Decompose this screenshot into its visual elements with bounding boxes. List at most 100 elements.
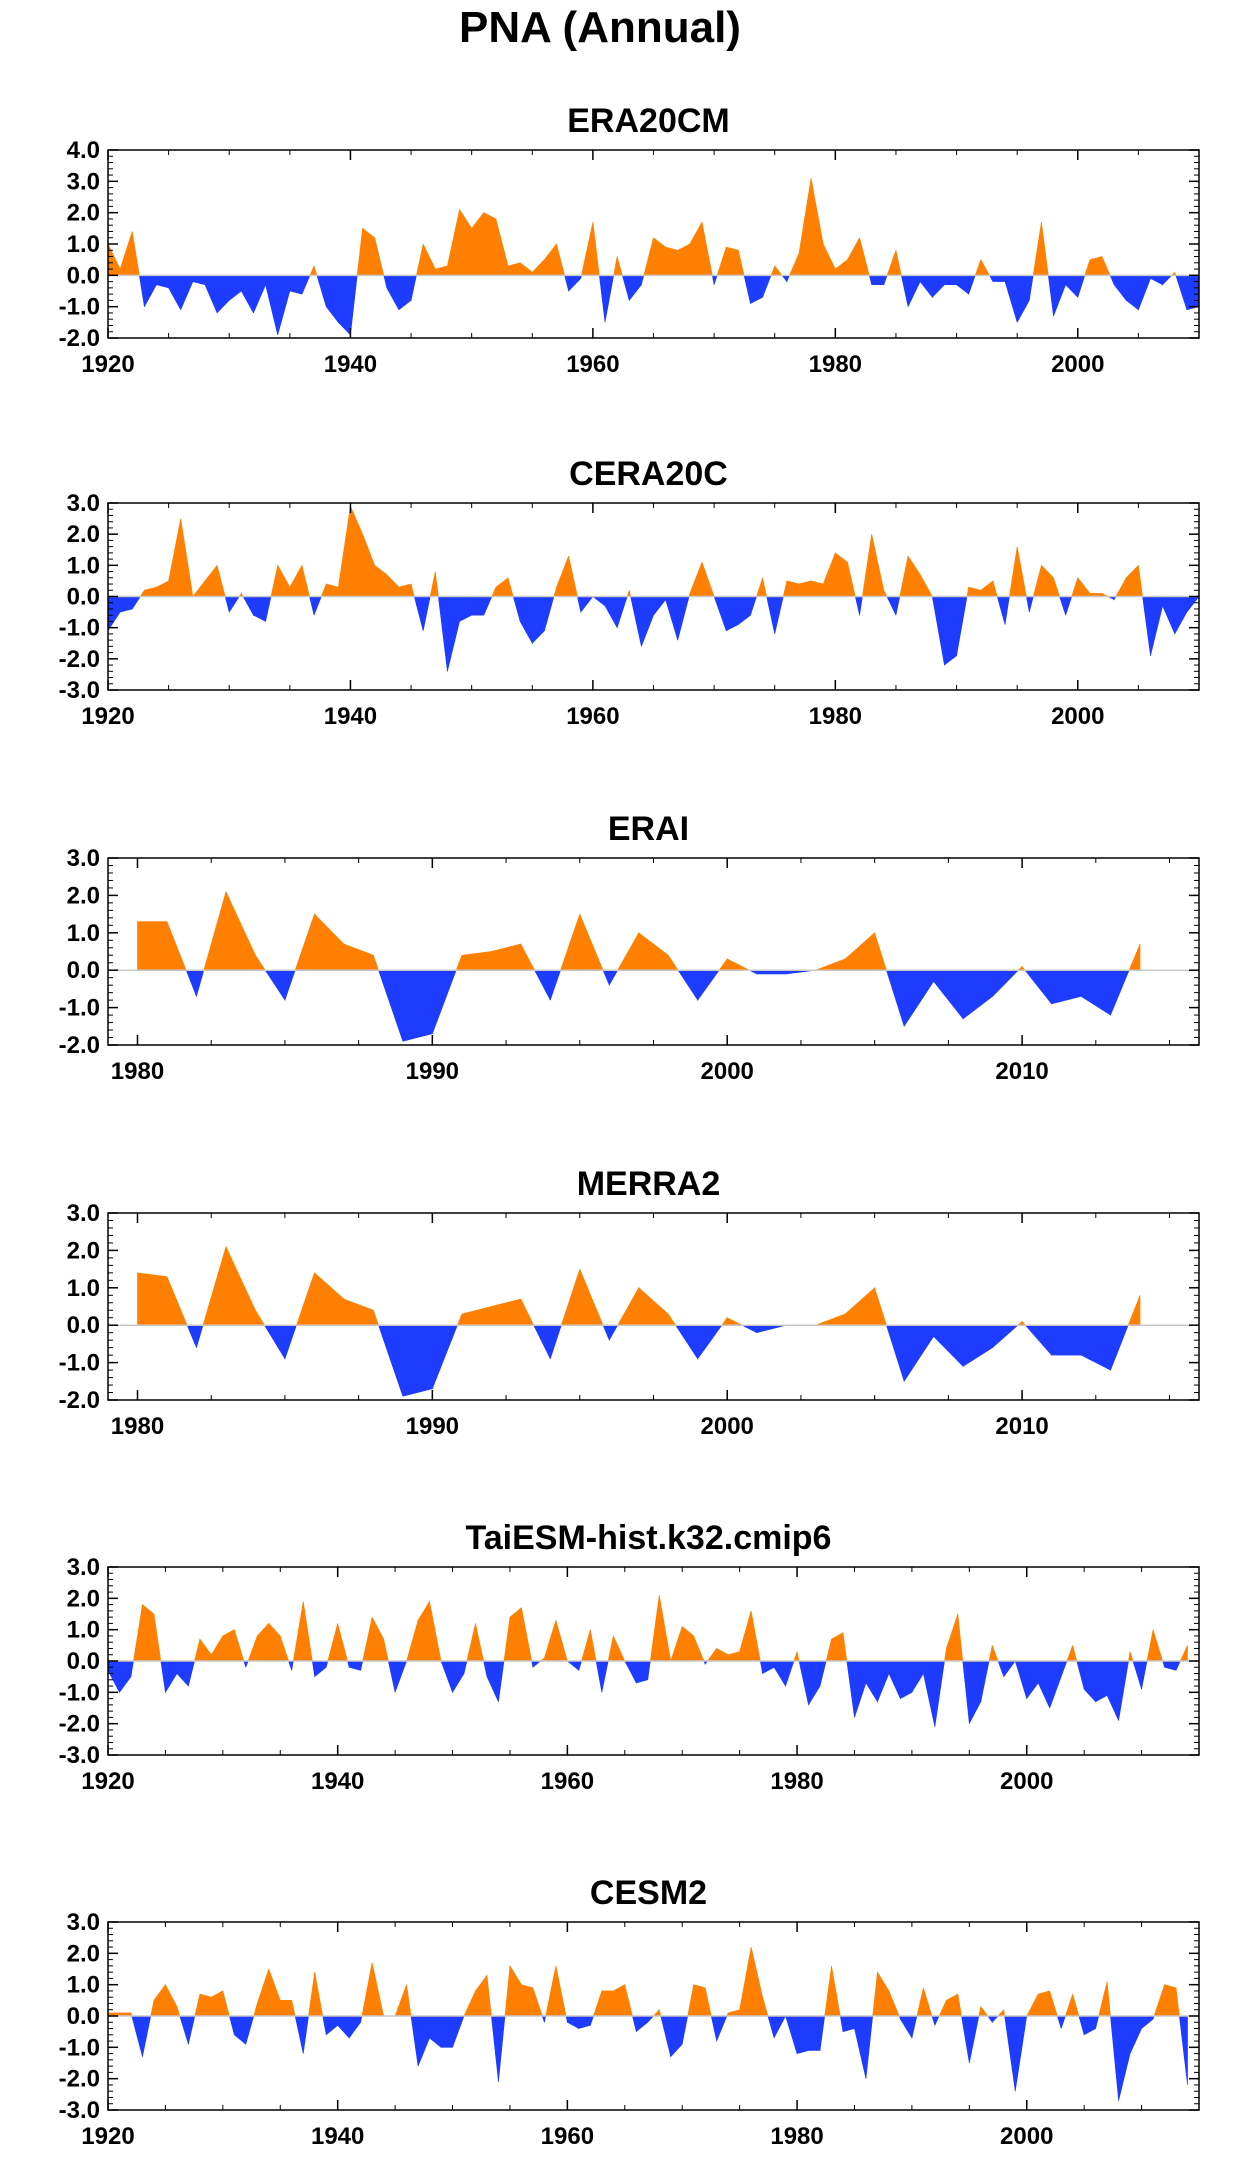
negative-area	[531, 596, 545, 644]
negative-area	[263, 1324, 286, 1360]
area-series	[137, 891, 1141, 1042]
positive-area	[107, 243, 121, 276]
x-tick-label: 1940	[324, 351, 377, 378]
negative-area	[1056, 2015, 1062, 2029]
negative-area	[204, 275, 218, 314]
positive-area	[613, 1635, 626, 1662]
y-tick-label: 3.0	[67, 1909, 100, 1936]
negative-area	[348, 2015, 361, 2039]
negative-area	[578, 1660, 582, 1671]
y-tick-label: -2.0	[59, 1711, 100, 1738]
positive-area	[204, 564, 218, 597]
y-tick-label: -1.0	[59, 2034, 100, 2061]
positive-area	[590, 1629, 597, 1662]
negative-area	[895, 596, 901, 616]
negative-area	[968, 275, 976, 295]
negative-area	[534, 969, 551, 1001]
positive-area	[1127, 1295, 1141, 1326]
negative-area	[738, 596, 751, 626]
positive-area	[888, 1990, 900, 2017]
positive-area	[704, 1987, 712, 2017]
panel-title: CERA20C	[569, 455, 728, 493]
positive-area	[1153, 1984, 1165, 2017]
positive-area	[309, 265, 315, 276]
positive-area	[176, 2006, 181, 2017]
positive-area	[874, 1287, 887, 1326]
positive-area	[874, 932, 887, 971]
negative-area	[549, 969, 561, 1001]
negative-area	[440, 1660, 453, 1693]
positive-area	[327, 1623, 338, 1662]
negative-area	[604, 596, 618, 629]
positive-area	[899, 555, 909, 597]
positive-area	[434, 265, 448, 276]
negative-area	[854, 596, 860, 616]
negative-area	[756, 1324, 787, 1334]
positive-area	[343, 1298, 374, 1326]
negative-area	[1060, 1660, 1068, 1677]
positive-area	[491, 1298, 522, 1326]
positive-area	[1072, 1993, 1080, 2017]
negative-area	[422, 596, 431, 631]
positive-area	[665, 246, 679, 276]
negative-area	[1077, 275, 1086, 298]
positive-area	[168, 518, 182, 597]
positive-area	[815, 1313, 846, 1326]
negative-area	[886, 969, 905, 1027]
y-tick-label: 0.0	[67, 584, 100, 611]
positive-area	[762, 577, 768, 597]
negative-area	[378, 969, 404, 1042]
negative-area	[762, 1660, 775, 1675]
negative-area	[1024, 969, 1052, 1005]
negative-area	[188, 1660, 195, 1687]
positive-area	[796, 1651, 800, 1662]
negative-area	[595, 1660, 603, 1693]
negative-area	[107, 596, 121, 632]
positive-area	[825, 1638, 832, 1662]
positive-area	[301, 565, 310, 597]
positive-area	[544, 243, 557, 276]
x-tick-label: 1980	[111, 1058, 164, 1085]
negative-area	[156, 275, 169, 289]
negative-area	[616, 596, 628, 628]
negative-area	[1141, 2015, 1154, 2030]
positive-area	[706, 1647, 717, 1662]
positive-area	[687, 1984, 694, 2017]
negative-area	[796, 2015, 809, 2054]
positive-area	[844, 932, 875, 971]
positive-area	[991, 1645, 999, 1662]
panel-title: ERAI	[608, 810, 689, 848]
positive-area	[581, 1629, 591, 1662]
positive-area	[255, 954, 266, 971]
positive-area	[371, 1616, 384, 1662]
x-tick-label: 1980	[809, 351, 862, 378]
positive-area	[447, 209, 460, 276]
positive-area	[202, 1246, 227, 1326]
negative-area	[130, 1660, 134, 1677]
negative-area	[289, 275, 303, 295]
negative-area	[635, 1660, 649, 1684]
positive-area	[373, 1310, 379, 1326]
negative-area	[1175, 1660, 1181, 1671]
positive-area	[1003, 2009, 1005, 2017]
negative-area	[961, 2015, 970, 2064]
positive-area	[613, 1984, 626, 2017]
negative-area	[1004, 275, 1018, 323]
negative-area	[325, 275, 339, 324]
x-tick-label: 1940	[311, 2123, 364, 2150]
positive-area	[871, 534, 885, 597]
positive-area	[652, 2008, 660, 2017]
negative-area	[228, 275, 242, 302]
positive-area	[1152, 1629, 1164, 1662]
negative-area	[1179, 2015, 1188, 2085]
positive-area	[144, 586, 157, 597]
positive-area	[268, 1622, 281, 1662]
y-tick-label: -3.0	[59, 1742, 100, 1769]
positive-area	[153, 1613, 162, 1662]
positive-area	[486, 1975, 492, 2017]
x-tick-label: 1960	[566, 351, 619, 378]
positive-area	[553, 587, 557, 597]
negative-area	[962, 969, 993, 1020]
negative-area	[962, 1660, 970, 1724]
positive-area	[592, 222, 600, 276]
